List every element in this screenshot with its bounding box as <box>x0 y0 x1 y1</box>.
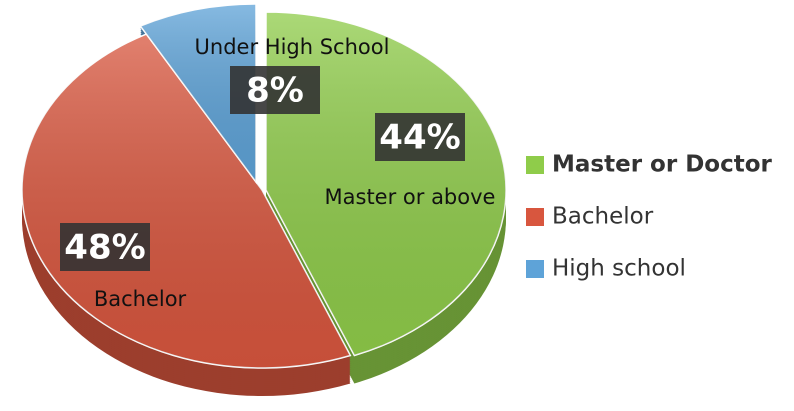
value-label: 44% <box>379 118 460 158</box>
pie-tops <box>21 3 507 369</box>
slice-sheen <box>266 12 507 356</box>
slice-label: Master or above <box>325 185 496 209</box>
slice-sheen <box>140 4 256 182</box>
slice-label: Under High School <box>195 35 390 59</box>
slice-sheen <box>21 34 351 369</box>
value-label: 8% <box>246 71 304 111</box>
value-label-box <box>375 113 465 161</box>
value-label: 48% <box>64 228 145 268</box>
legend-label: High school <box>552 256 686 282</box>
value-label-box <box>60 223 150 271</box>
legend-swatch <box>526 260 544 278</box>
slice-label: Bachelor <box>94 287 187 311</box>
legend-label: Bachelor <box>552 204 654 230</box>
legend-label: Master or Doctor <box>552 152 773 178</box>
value-label-box <box>230 66 320 114</box>
legend: Master or Doctor Bachelor High school <box>526 152 773 282</box>
legend-swatch <box>526 208 544 226</box>
pie-labels: 44% Master or above 48% Bachelor 8% Under Hig… <box>60 35 495 311</box>
legend-swatch <box>526 156 544 174</box>
